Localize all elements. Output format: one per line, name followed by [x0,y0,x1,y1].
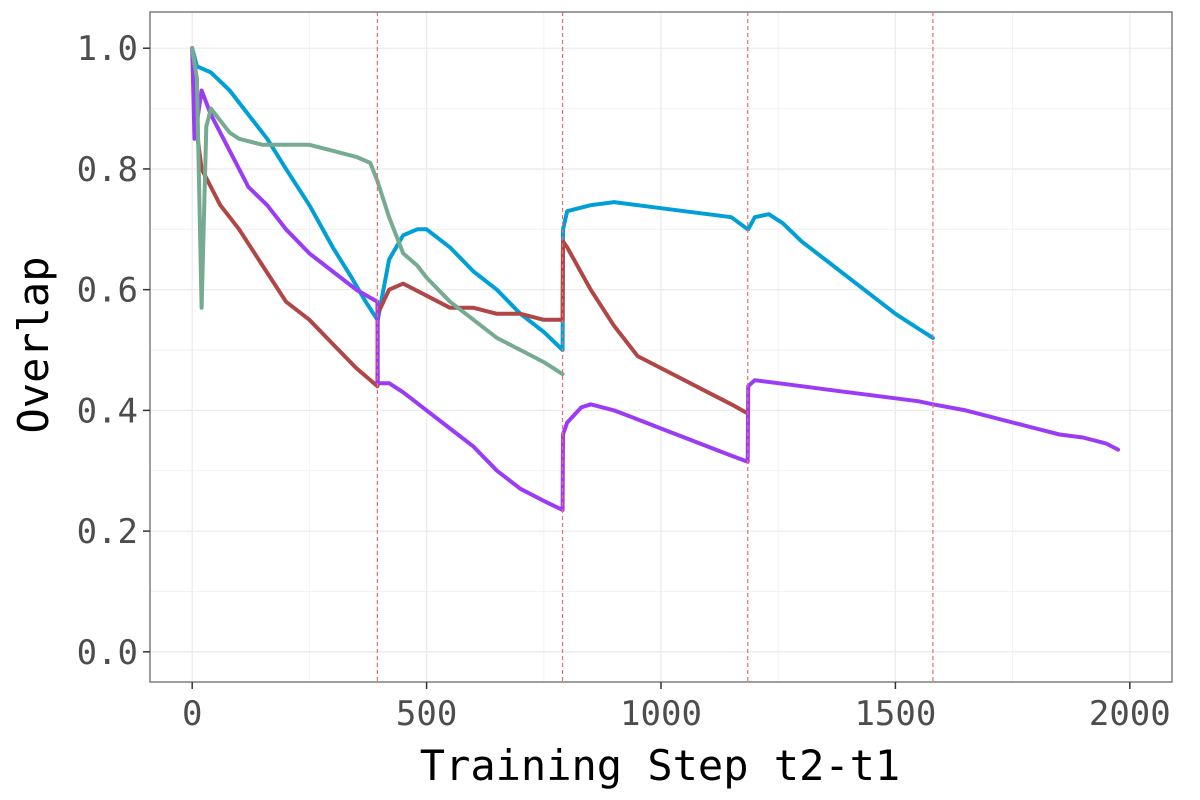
y-tick-label: 0.4 [77,391,138,431]
event-vlines [376,12,934,682]
x-tick-label: 0 [182,694,202,734]
axis-ticks [143,47,1131,689]
major-gridlines [150,12,1172,682]
series-line-2 [190,46,750,416]
x-tick-label: 1000 [620,694,702,734]
series-line-1 [190,46,935,352]
x-tick-label: 2000 [1089,694,1171,734]
y-tick-label: 0.6 [77,271,138,311]
x-tick-label: 500 [396,694,457,734]
y-tick-labels: 0.0 0.2 0.4 0.6 0.8 1.0 [77,29,138,673]
x-axis-title: Training Step t2-t1 [420,741,900,790]
x-tick-label: 1500 [854,694,936,734]
y-tick-label: 0.2 [77,512,138,552]
y-tick-label: 0.0 [77,633,138,673]
y-axis-title: Overlap [9,256,58,433]
series-line-4 [190,46,565,377]
series-line-3 [190,46,1121,512]
series-layer [190,46,1121,512]
y-tick-label: 0.8 [77,150,138,190]
y-tick-label: 1.0 [77,29,138,69]
x-tick-labels: 0 500 1000 1500 2000 [182,694,1171,734]
